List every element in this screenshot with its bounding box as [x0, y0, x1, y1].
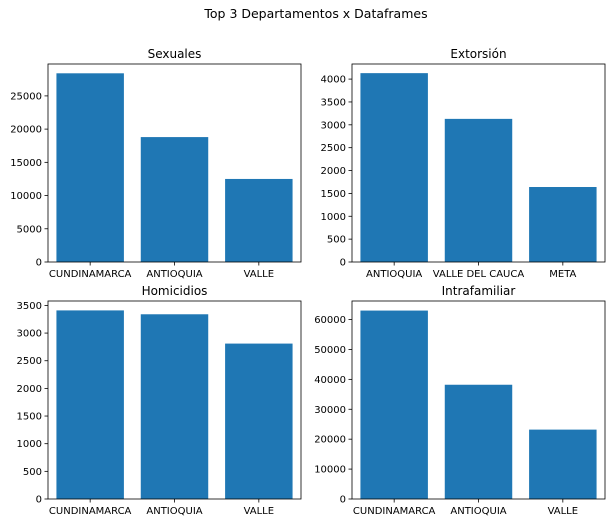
homicidios-title: Homicidios — [142, 284, 208, 298]
homicidios-xtick-label: VALLE — [244, 506, 275, 517]
homicidios-xtick-label: ANTIOQUIA — [146, 506, 202, 517]
extorsion-bar-valle-del-cauca — [444, 118, 513, 262]
sexuales-ytick-label: 10000 — [10, 191, 42, 202]
homicidios-ytick-label: 2000 — [17, 384, 42, 395]
intrafamiliar-xtick-label: VALLE — [548, 506, 579, 517]
extorsion-ytick-label: 4000 — [321, 75, 346, 86]
intrafamiliar-ytick-label: 0 — [340, 495, 346, 506]
extorsion-xtick-label: META — [549, 269, 576, 280]
extorsion-bar-meta — [529, 187, 597, 262]
intrafamiliar-bar-antioquia — [444, 384, 513, 499]
extorsion-ytick-label: 1000 — [321, 212, 346, 223]
extorsion-ytick-label: 2000 — [321, 166, 346, 177]
extorsion-xtick-label: VALLE DEL CAUCA — [433, 269, 525, 280]
intrafamiliar-ytick-label: 30000 — [314, 405, 346, 416]
extorsion-ytick-label: 3000 — [321, 120, 346, 131]
homicidios-ytick-label: 1500 — [17, 412, 42, 423]
intrafamiliar-ytick-label: 10000 — [314, 465, 346, 476]
sexuales-xtick-label: CUNDINAMARCA — [49, 269, 132, 280]
homicidios-xtick-label: CUNDINAMARCA — [49, 506, 132, 517]
intrafamiliar-panel: Intrafamiliar 0 10000 20000 30000 40000 50000 6… — [314, 284, 606, 517]
homicidios-ytick-label: 3500 — [17, 301, 42, 312]
extorsion-xtick-label: ANTIOQUIA — [366, 269, 422, 280]
homicidios-bar-valle — [225, 343, 293, 499]
intrafamiliar-xtick-label: CUNDINAMARCA — [353, 506, 436, 517]
sexuales-ytick-label: 5000 — [17, 224, 42, 235]
sexuales-bar-cundinamarca — [56, 73, 124, 262]
sexuales-ytick-label: 25000 — [10, 91, 42, 102]
sexuales-xtick-label: VALLE — [244, 269, 275, 280]
homicidios-ytick-label: 3000 — [17, 329, 42, 340]
extorsion-ytick-label: 3500 — [321, 97, 346, 108]
extorsion-ytick-label: 1500 — [321, 189, 346, 200]
intrafamiliar-ytick-label: 40000 — [314, 375, 346, 386]
sexuales-ytick-label: 20000 — [10, 125, 42, 136]
sexuales-xtick-label: ANTIOQUIA — [146, 269, 202, 280]
extorsion-panel: Extorsión 0 500 1000 1500 2000 2500 3000 3500 400… — [321, 47, 606, 280]
intrafamiliar-ytick-label: 20000 — [314, 435, 346, 446]
homicidios-ytick-label: 2500 — [17, 356, 42, 367]
homicidios-ytick-label: 0 — [36, 495, 42, 506]
intrafamiliar-bar-valle — [529, 429, 597, 499]
intrafamiliar-xtick-label: ANTIOQUIA — [450, 506, 506, 517]
extorsion-title: Extorsión — [450, 47, 506, 61]
extorsion-ytick-label: 2500 — [321, 143, 346, 154]
sexuales-ytick-label: 0 — [36, 258, 42, 269]
homicidios-ytick-label: 500 — [23, 467, 42, 478]
homicidios-bar-cundinamarca — [56, 310, 124, 499]
sexuales-title: Sexuales — [148, 47, 202, 61]
extorsion-bar-antioquia — [360, 73, 428, 262]
sexuales-bar-valle — [225, 178, 293, 262]
sexuales-bar-antioquia — [140, 137, 209, 262]
intrafamiliar-title: Intrafamiliar — [442, 284, 516, 298]
intrafamiliar-ytick-label: 60000 — [314, 315, 346, 326]
sexuales-panel: Sexuales 0 5000 10000 15000 20000 25000 CUNDINA… — [10, 47, 302, 280]
intrafamiliar-bar-cundinamarca — [360, 310, 428, 499]
extorsion-ytick-label: 500 — [327, 235, 346, 246]
intrafamiliar-ytick-label: 50000 — [314, 345, 346, 356]
homicidios-panel: Homicidios 0 500 1000 1500 2000 2500 3000 3500 CU… — [17, 284, 302, 517]
sexuales-ytick-label: 15000 — [10, 158, 42, 169]
extorsion-ytick-label: 0 — [340, 258, 346, 269]
homicidios-ytick-label: 1000 — [17, 439, 42, 450]
homicidios-bar-antioquia — [140, 314, 209, 499]
figure-suptitle: Top 3 Departamentos x Dataframes — [203, 6, 427, 21]
